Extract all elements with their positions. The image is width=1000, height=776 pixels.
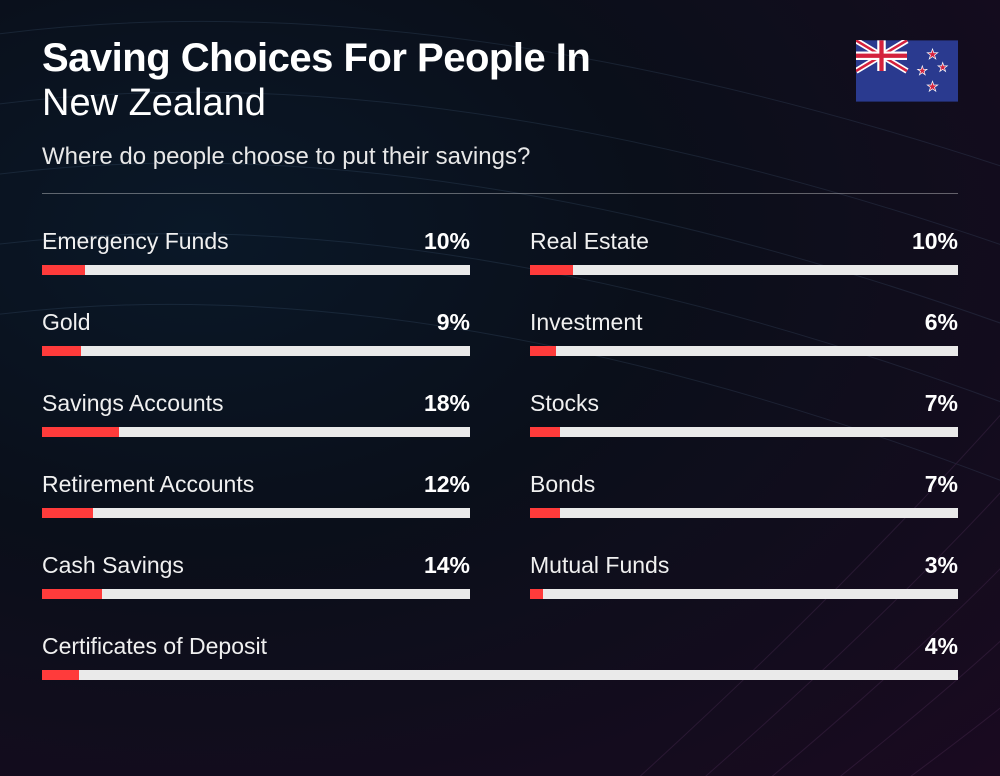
bar-value: 9% bbox=[437, 309, 470, 336]
subtitle: Where do people choose to put their savi… bbox=[42, 143, 856, 171]
bar-label: Bonds bbox=[530, 471, 595, 498]
bar-track bbox=[530, 346, 958, 356]
bar-label: Emergency Funds bbox=[42, 228, 229, 255]
bar-item: Emergency Funds 10% bbox=[42, 228, 470, 275]
bar-value: 3% bbox=[925, 552, 958, 579]
bar-label: Investment bbox=[530, 309, 643, 336]
new-zealand-flag-icon bbox=[856, 40, 958, 102]
bar-track bbox=[42, 265, 470, 275]
bar-item: Mutual Funds 3% bbox=[530, 552, 958, 599]
bar-track bbox=[42, 508, 470, 518]
divider bbox=[42, 193, 958, 194]
bar-fill bbox=[42, 265, 85, 275]
bar-track bbox=[530, 508, 958, 518]
bar-item: Bonds 7% bbox=[530, 471, 958, 518]
bar-label: Savings Accounts bbox=[42, 390, 224, 417]
bar-track bbox=[530, 265, 958, 275]
bar-label: Real Estate bbox=[530, 228, 649, 255]
bar-value: 10% bbox=[912, 228, 958, 255]
bar-label: Gold bbox=[42, 309, 91, 336]
bar-track bbox=[530, 589, 958, 599]
bar-value: 6% bbox=[925, 309, 958, 336]
bar-fill bbox=[42, 427, 119, 437]
bars-grid: Emergency Funds 10% Real Estate 10% Gold 9% In… bbox=[42, 228, 958, 680]
bar-fill bbox=[42, 589, 102, 599]
bar-label: Certificates of Deposit bbox=[42, 633, 267, 660]
infographic-container: Saving Choices For People In New Zealand… bbox=[0, 0, 1000, 716]
title-light: New Zealand bbox=[42, 82, 856, 125]
bar-value: 10% bbox=[424, 228, 470, 255]
bar-item: Certificates of Deposit 4% bbox=[42, 633, 958, 680]
bar-item: Gold 9% bbox=[42, 309, 470, 356]
bar-label: Retirement Accounts bbox=[42, 471, 254, 498]
bar-item: Real Estate 10% bbox=[530, 228, 958, 275]
bar-track bbox=[42, 670, 958, 680]
bar-value: 12% bbox=[424, 471, 470, 498]
bar-track bbox=[530, 427, 958, 437]
bar-fill bbox=[42, 670, 79, 680]
bar-item: Cash Savings 14% bbox=[42, 552, 470, 599]
bar-track bbox=[42, 346, 470, 356]
bar-item: Investment 6% bbox=[530, 309, 958, 356]
bar-value: 14% bbox=[424, 552, 470, 579]
bar-item: Retirement Accounts 12% bbox=[42, 471, 470, 518]
bar-item: Stocks 7% bbox=[530, 390, 958, 437]
bar-value: 7% bbox=[925, 390, 958, 417]
title-bold: Saving Choices For People In bbox=[42, 36, 856, 80]
bar-fill bbox=[42, 346, 81, 356]
bar-fill bbox=[530, 265, 573, 275]
bar-fill bbox=[530, 589, 543, 599]
bar-label: Mutual Funds bbox=[530, 552, 669, 579]
bar-fill bbox=[42, 508, 93, 518]
bar-track bbox=[42, 427, 470, 437]
bar-label: Cash Savings bbox=[42, 552, 184, 579]
bar-fill bbox=[530, 346, 556, 356]
header: Saving Choices For People In New Zealand… bbox=[42, 36, 958, 171]
bar-item: Savings Accounts 18% bbox=[42, 390, 470, 437]
bar-fill bbox=[530, 427, 560, 437]
bar-label: Stocks bbox=[530, 390, 599, 417]
bar-track bbox=[42, 589, 470, 599]
bar-value: 4% bbox=[925, 633, 958, 660]
bar-value: 7% bbox=[925, 471, 958, 498]
bar-fill bbox=[530, 508, 560, 518]
bar-value: 18% bbox=[424, 390, 470, 417]
